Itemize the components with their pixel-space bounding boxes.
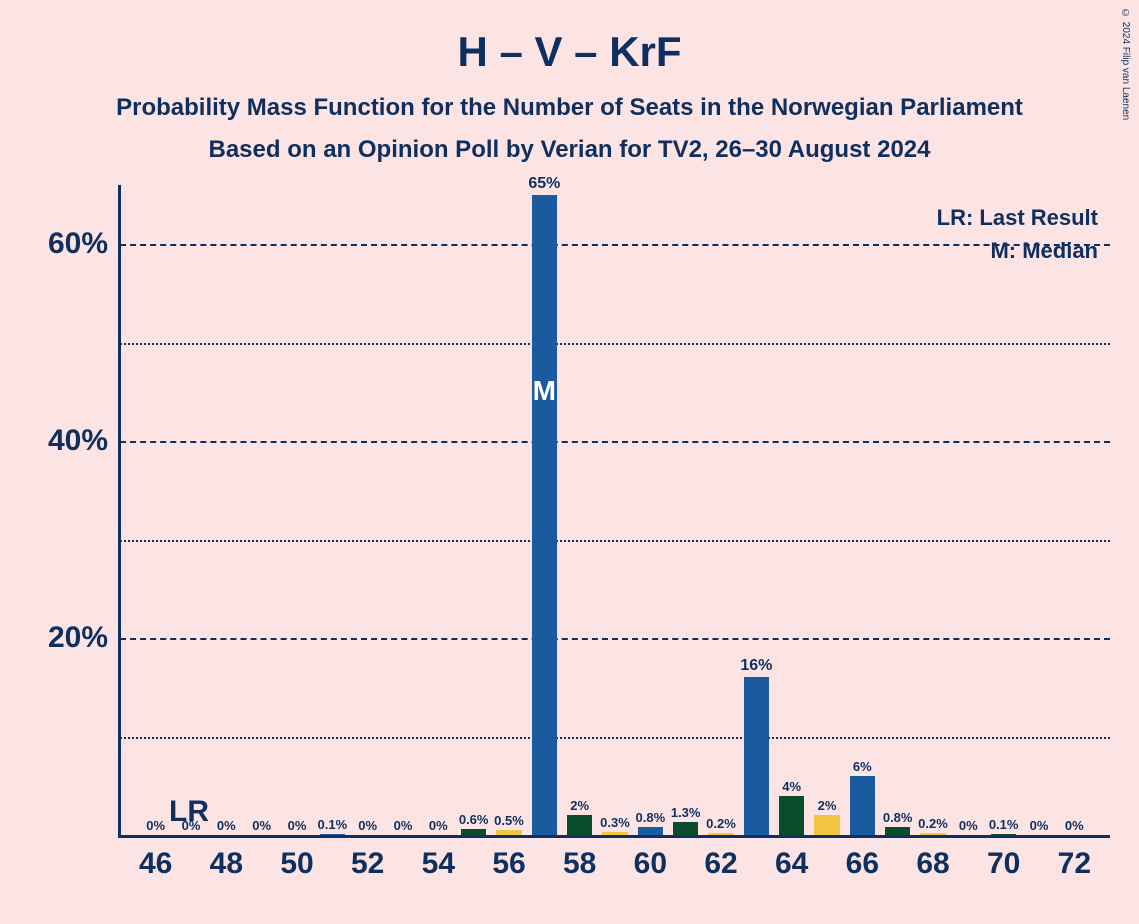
bar: 0.3% [602,832,627,835]
copyright-text: © 2024 Filip van Laenen [1120,8,1131,120]
bar-value-label: 0% [217,818,236,835]
chart-title: H – V – KrF [0,0,1139,76]
bar: 2% [814,815,839,835]
x-axis-label: 64 [775,835,808,881]
x-axis-label: 70 [987,835,1020,881]
x-axis-label: 72 [1058,835,1091,881]
bar-value-label: 0.6% [459,812,489,829]
x-axis-label: 56 [492,835,525,881]
bar-value-label: 0.3% [600,815,630,832]
bar-value-label: 0% [429,818,448,835]
bar: 0.8% [885,827,910,835]
bar-value-label: 0% [252,818,271,835]
gridline-major [120,638,1110,640]
legend-lr: LR: Last Result [937,201,1098,234]
bar: 6% [850,776,875,835]
bar: 0.8% [638,827,663,835]
bar-value-label: 0.1% [318,817,348,834]
x-axis [118,835,1110,838]
bar: 2% [567,815,592,835]
median-marker: M [533,375,556,407]
bar-value-label: 0% [288,818,307,835]
y-axis-label: 40% [48,424,120,458]
bar-value-label: 1.3% [671,805,701,822]
x-axis-label: 52 [351,835,384,881]
bar-value-label: 6% [853,759,872,776]
bar-value-label: 2% [570,798,589,815]
bar-value-label: 0.1% [989,817,1019,834]
bar: 0.6% [461,829,486,835]
bar-value-label: 0.8% [883,810,913,827]
bar-value-label: 4% [782,779,801,796]
bar: 16% [744,677,769,835]
bar-value-label: 0.2% [706,816,736,833]
bar: 0.1% [991,834,1016,835]
y-axis-label: 20% [48,621,120,655]
gridline-minor [120,737,1110,739]
x-axis-label: 60 [634,835,667,881]
bar: 65%M [532,195,557,835]
bar-value-label: 16% [740,657,772,677]
bar: 0.5% [496,830,521,835]
gridline-major [120,244,1110,246]
bar-value-label: 0% [182,818,201,835]
chart-subtitle-2: Based on an Opinion Poll by Verian for T… [0,122,1139,164]
bar: 0.2% [708,833,733,835]
x-axis-label: 68 [916,835,949,881]
bar-value-label: 0% [1030,818,1049,835]
x-axis-label: 50 [280,835,313,881]
bar-value-label: 2% [818,798,837,815]
y-axis [118,185,121,835]
x-axis-label: 62 [704,835,737,881]
bar: 1.3% [673,822,698,835]
bar-value-label: 0.8% [636,810,666,827]
chart-plot-area: LR: Last Result M: Median 20%40%60%46485… [120,195,1110,835]
legend-m: M: Median [937,234,1098,267]
bar-value-label: 0% [394,818,413,835]
gridline-major [120,441,1110,443]
gridline-minor [120,343,1110,345]
x-axis-label: 58 [563,835,596,881]
bar-value-label: 65% [528,175,560,195]
chart-legend: LR: Last Result M: Median [937,201,1098,267]
bar: 0.1% [320,834,345,835]
bar-value-label: 0% [146,818,165,835]
bar-value-label: 0.5% [494,813,524,830]
chart-subtitle-1: Probability Mass Function for the Number… [0,76,1139,122]
bar-value-label: 0% [1065,818,1084,835]
bar-value-label: 0.2% [918,816,948,833]
gridline-minor [120,540,1110,542]
bar: 4% [779,796,804,835]
bar-value-label: 0% [959,818,978,835]
bar: 0.2% [920,833,945,835]
x-axis-label: 54 [422,835,455,881]
x-axis-label: 48 [210,835,243,881]
x-axis-label: 66 [846,835,879,881]
y-axis-label: 60% [48,227,120,261]
x-axis-label: 46 [139,835,172,881]
bar-value-label: 0% [358,818,377,835]
